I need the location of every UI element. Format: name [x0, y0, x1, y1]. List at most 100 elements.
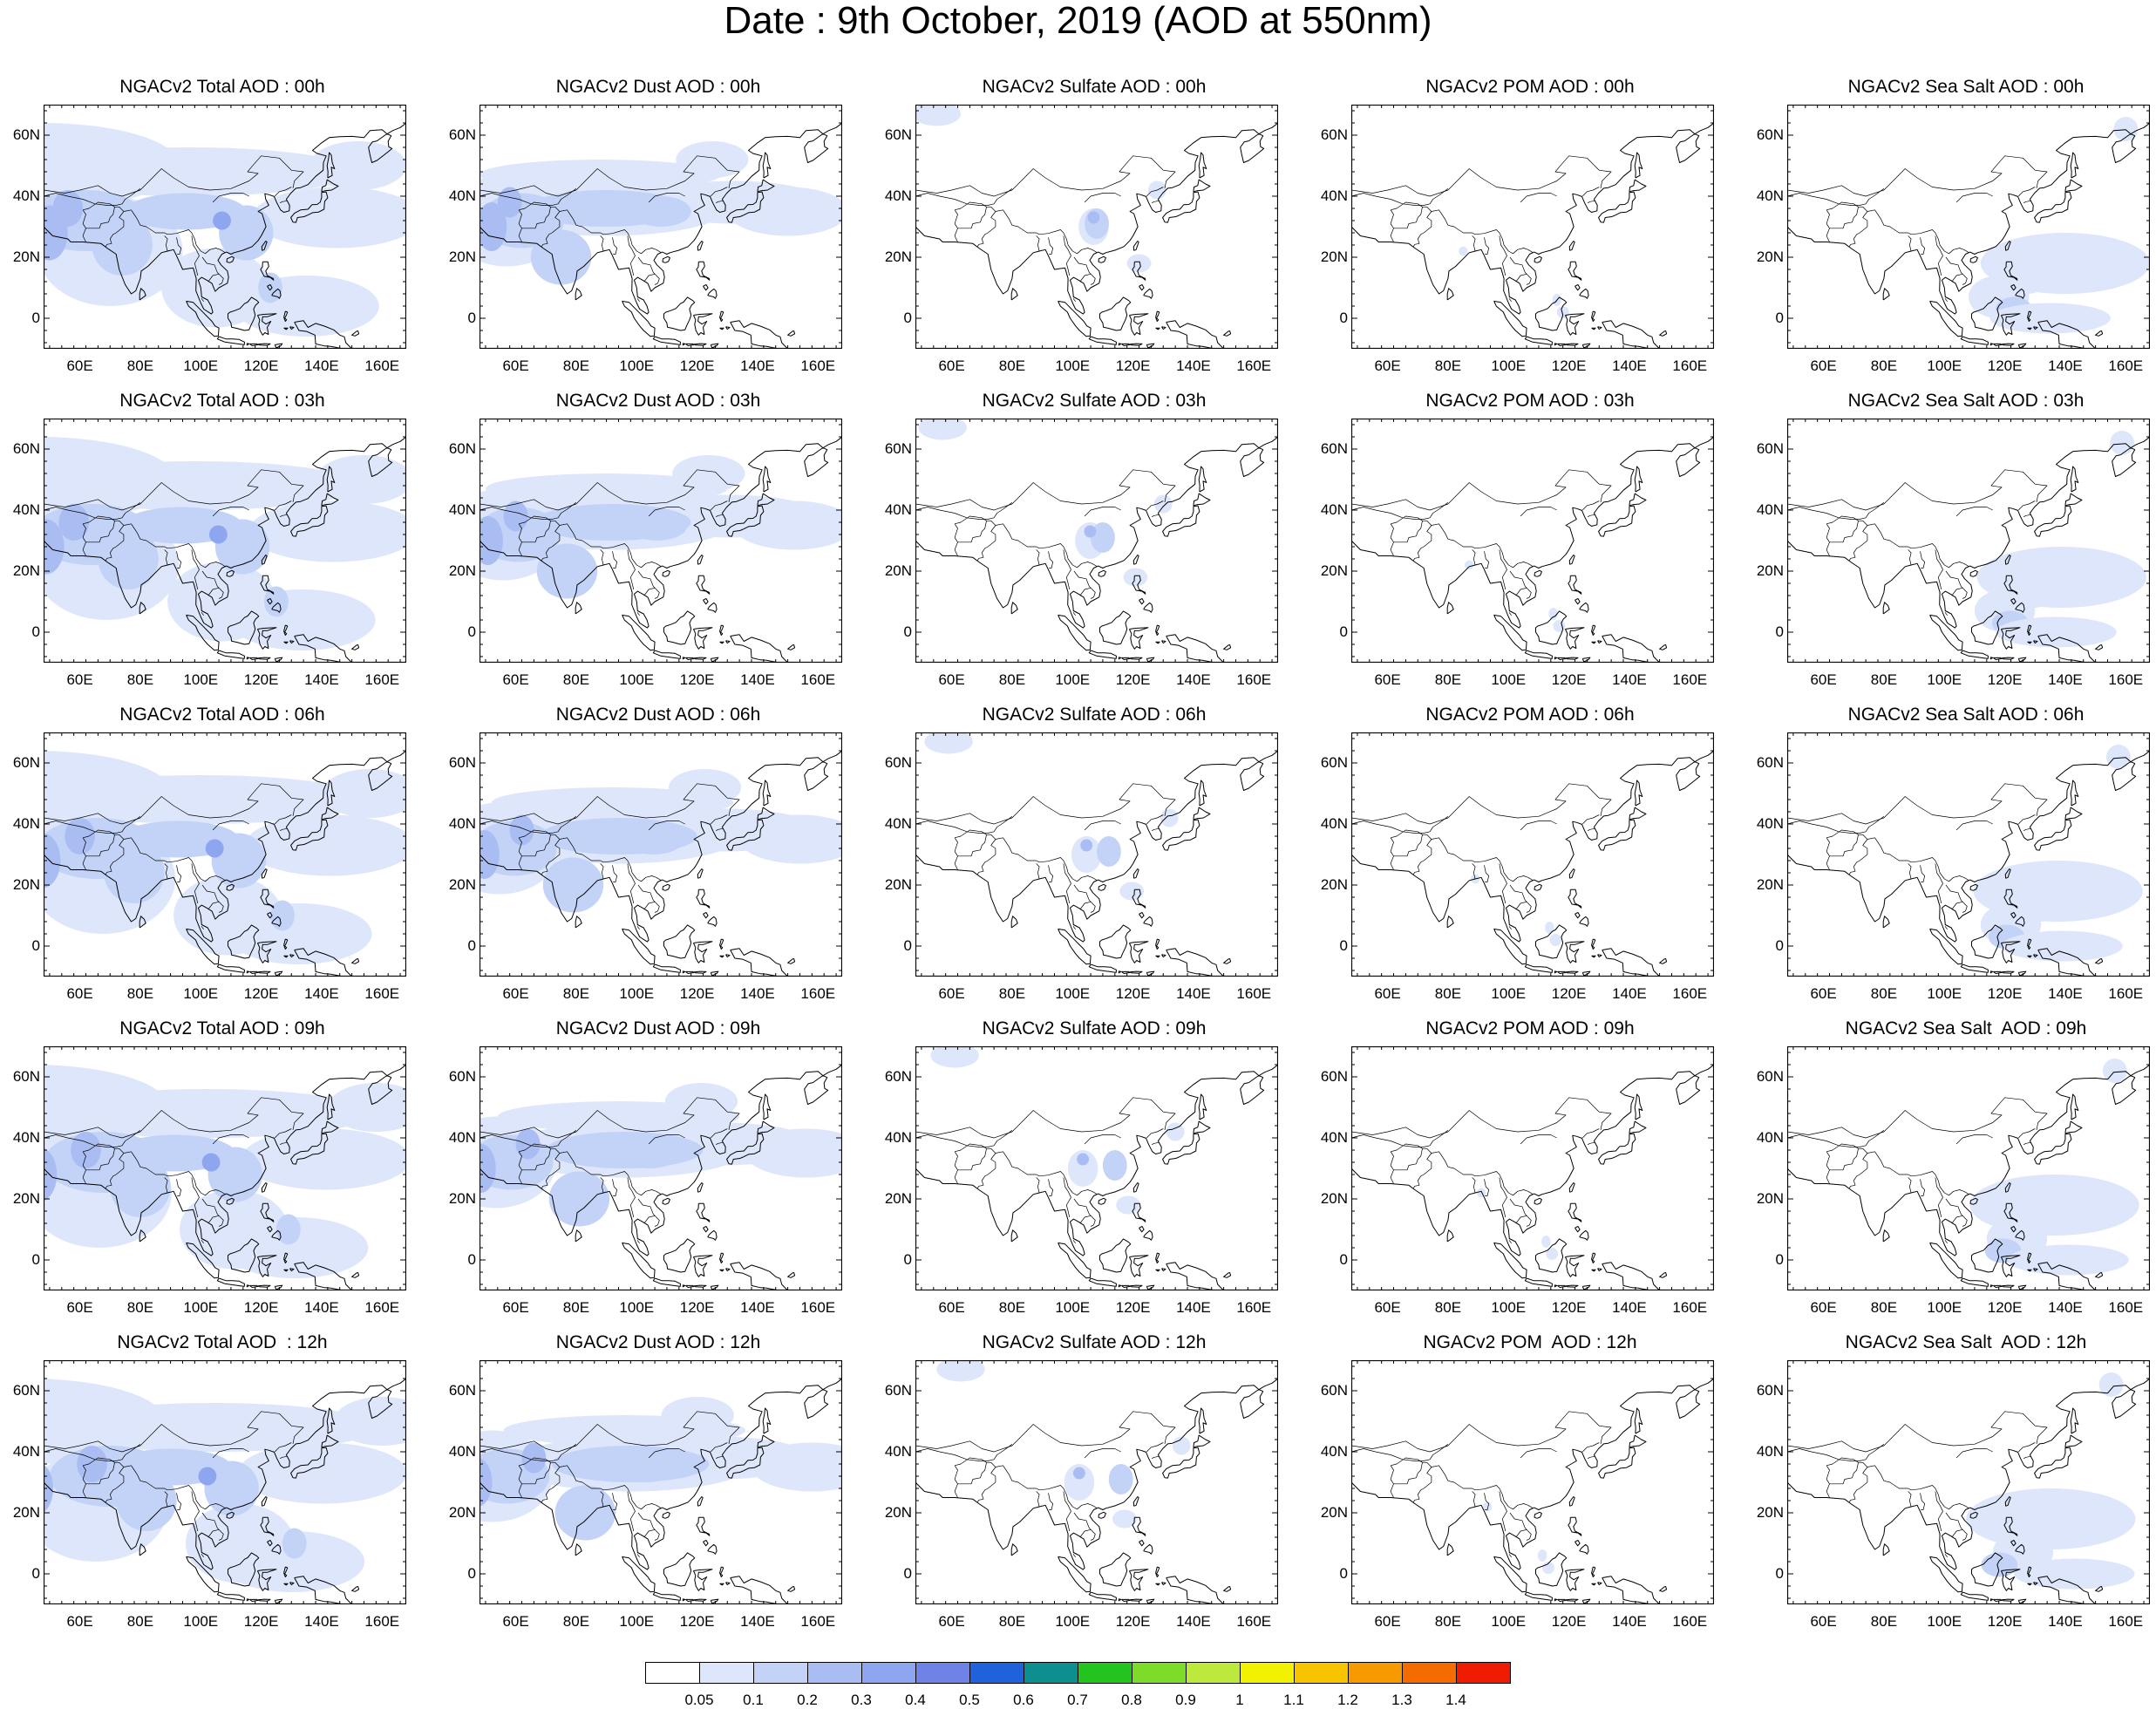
- y-tick-label: 60N: [1320, 1068, 1348, 1085]
- x-tick-label: 120E: [1551, 1613, 1587, 1630]
- x-tick-label: 80E: [1870, 357, 1898, 374]
- x-tick-label: 60E: [1374, 1613, 1401, 1630]
- aod-shading: [205, 839, 224, 858]
- y-tick-label: 20N: [448, 249, 476, 265]
- aod-shading: [1080, 839, 1093, 852]
- aod-shading: [71, 1132, 101, 1168]
- aod-shading: [1459, 246, 1468, 256]
- colorbar-label: 1.1: [1283, 1692, 1304, 1708]
- aod-shading: [44, 1089, 373, 1138]
- x-tick-label: 140E: [1176, 357, 1211, 374]
- x-tick-label: 140E: [2048, 1613, 2083, 1630]
- x-tick-label: 80E: [998, 357, 1026, 374]
- x-tick-label: 160E: [800, 671, 836, 688]
- x-tick-label: 100E: [1055, 1299, 1091, 1316]
- x-tick-label: 80E: [562, 1299, 590, 1316]
- x-tick-label: 80E: [1434, 1613, 1462, 1630]
- aod-shading: [1476, 1188, 1486, 1198]
- aod-shading: [2031, 1211, 2063, 1236]
- aod-shading: [209, 525, 228, 544]
- map-frame: [1787, 1360, 2150, 1604]
- aod-shading: [479, 1458, 493, 1507]
- map-frame: [1351, 419, 1714, 663]
- aod-shading: [479, 820, 557, 876]
- x-tick-label: 160E: [2108, 1613, 2144, 1630]
- y-tick-label: 60N: [884, 754, 912, 771]
- aod-shading: [1084, 525, 1097, 538]
- colorbar-swatch: [1186, 1662, 1241, 1684]
- panel-title: NGACv2 Sea Salt AOD : 12h: [1845, 1332, 2087, 1352]
- y-tick-label: 40N: [1320, 501, 1348, 518]
- colorbar-swatch: [1456, 1662, 1511, 1684]
- colorbar-swatch: [861, 1662, 916, 1684]
- y-tick-label: 20N: [448, 1190, 476, 1207]
- x-tick-label: 80E: [998, 1299, 1026, 1316]
- aod-shading: [1545, 922, 1554, 934]
- figure-title: Date : 9th October, 2019 (AOD at 550nm): [724, 0, 1432, 42]
- x-tick-label: 100E: [1927, 671, 1962, 688]
- x-tick-label: 60E: [938, 1299, 965, 1316]
- y-tick-label: 20N: [448, 1504, 476, 1521]
- aod-shading: [110, 1156, 171, 1217]
- x-tick-label: 80E: [998, 985, 1026, 1002]
- panel-title: NGACv2 Sea Salt AOD : 06h: [1847, 705, 2085, 725]
- x-tick-label: 160E: [1236, 671, 1272, 688]
- y-tick-label: 60N: [884, 440, 912, 457]
- aod-shading: [1553, 620, 1566, 632]
- y-tick-label: 60N: [12, 126, 40, 143]
- aod-shading: [554, 1485, 616, 1541]
- aod-map: [1351, 1046, 1714, 1290]
- y-tick-label: 40N: [12, 1443, 40, 1460]
- panel-title: NGACv2 POM AOD : 12h: [1423, 1332, 1637, 1352]
- map-frame: [479, 1360, 842, 1604]
- x-tick-label: 120E: [679, 1613, 715, 1630]
- x-tick-label: 60E: [1374, 985, 1401, 1002]
- x-tick-label: 60E: [66, 671, 93, 688]
- x-tick-label: 80E: [1434, 1299, 1462, 1316]
- y-tick-label: 20N: [12, 1504, 40, 1521]
- aod-shading: [1119, 882, 1145, 901]
- aod-shading: [627, 510, 688, 541]
- x-tick-label: 80E: [1870, 1299, 1898, 1316]
- x-tick-label: 140E: [2048, 671, 2083, 688]
- aod-shading: [1981, 1552, 2018, 1577]
- y-tick-label: 20N: [12, 1190, 40, 1207]
- y-tick-label: 20N: [1756, 562, 1784, 579]
- map-frame: [1351, 1360, 1714, 1604]
- colorbar-swatch: [1132, 1662, 1187, 1684]
- aod-shading: [44, 519, 65, 575]
- x-tick-label: 100E: [1055, 985, 1091, 1002]
- map-frame: [915, 105, 1278, 349]
- x-tick-label: 160E: [364, 1299, 400, 1316]
- aod-shading: [204, 1460, 259, 1516]
- x-tick-label: 120E: [1551, 1299, 1587, 1316]
- aod-shading: [321, 769, 406, 818]
- y-tick-label: 40N: [1756, 815, 1784, 832]
- map-panel-total-3: NGACv2 Total AOD : 09h 60N 40N 20N 0 60E 80E 10…: [4, 1018, 440, 1332]
- y-tick-label: 40N: [884, 187, 912, 204]
- aod-shading: [2113, 117, 2139, 141]
- map-frame: [915, 1046, 1278, 1290]
- aod-shading: [918, 419, 967, 440]
- y-tick-label: 20N: [884, 249, 912, 265]
- y-tick-label: 20N: [1756, 249, 1784, 265]
- x-tick-label: 120E: [1115, 985, 1151, 1002]
- aod-shading: [924, 732, 973, 754]
- aod-shading: [1541, 1236, 1551, 1248]
- x-tick-label: 120E: [1551, 985, 1587, 1002]
- map-frame: [1787, 105, 2150, 349]
- y-tick-label: 20N: [1756, 1504, 1784, 1521]
- panel-title: NGACv2 Sulfate AOD : 00h: [982, 77, 1207, 97]
- x-tick-label: 140E: [740, 1299, 775, 1316]
- aod-shading: [1465, 560, 1474, 570]
- x-tick-label: 160E: [1236, 985, 1272, 1002]
- aod-map: [1351, 419, 1714, 663]
- map-panel-dust-3: NGACv2 Dust AOD : 09h 60N 40N 20N 0 60E 80E 100…: [440, 1018, 876, 1332]
- x-tick-label: 140E: [1612, 357, 1647, 374]
- x-tick-label: 80E: [1434, 671, 1462, 688]
- x-tick-label: 140E: [740, 671, 775, 688]
- aod-shading: [548, 1171, 610, 1227]
- x-tick-label: 60E: [938, 671, 965, 688]
- y-tick-label: 0: [1775, 937, 1784, 954]
- y-tick-label: 40N: [1320, 1129, 1348, 1146]
